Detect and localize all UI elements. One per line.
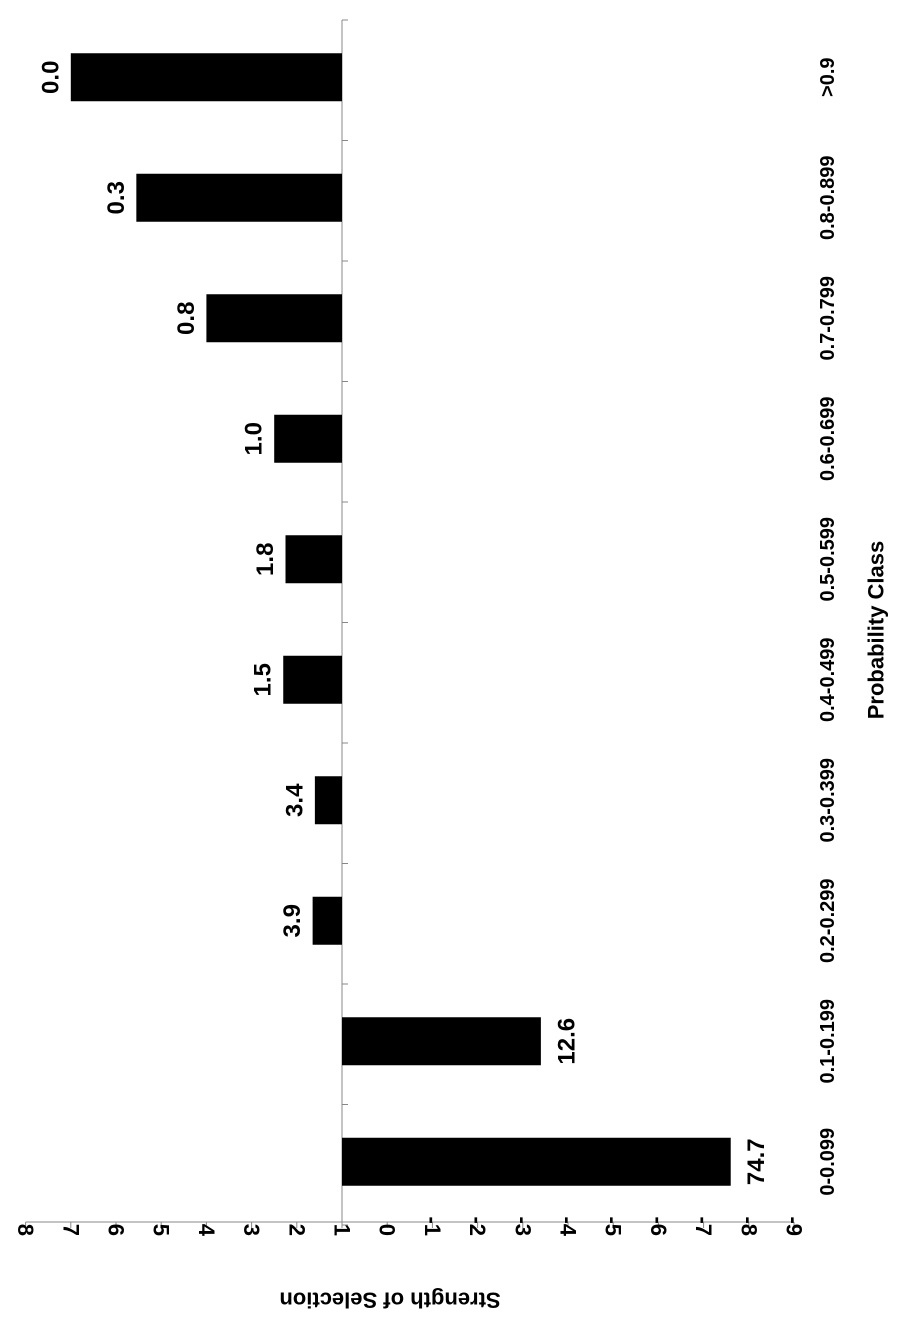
bar [283, 655, 342, 704]
y-axis-title: Strength of Selection [279, 1288, 500, 1313]
value-tick-label: 5 [149, 1224, 174, 1236]
data-label: 0.0 [37, 61, 64, 94]
data-label: 3.4 [281, 783, 308, 817]
data-label: 74.7 [743, 1138, 770, 1185]
bar [274, 414, 342, 463]
data-label: 1.8 [252, 543, 279, 576]
category-label: >0.9 [817, 58, 839, 97]
bar [285, 535, 342, 584]
value-tick-label: -2 [465, 1216, 490, 1236]
value-tick-label: -6 [646, 1216, 671, 1236]
category-label: 0.3-0.399 [817, 758, 839, 843]
bar [342, 1017, 541, 1066]
data-label: 12.6 [553, 1018, 580, 1065]
category-label: 0.6-0.699 [817, 396, 839, 481]
value-tick-label: -5 [601, 1216, 626, 1236]
category-label: 0.2-0.299 [817, 878, 839, 963]
value-tick-label: -4 [556, 1216, 581, 1236]
bars [70, 53, 731, 1186]
data-label: 1.0 [241, 422, 268, 455]
bar [314, 776, 342, 825]
value-tick-label: -1 [420, 1216, 445, 1236]
bar [312, 896, 342, 945]
data-label: 0.3 [103, 181, 130, 214]
category-axis: 0-0.099 0.1-0.199 0.2-0.299 0.3-0.399 0.4-0.… [341, 19, 839, 1226]
category-label: 0-0.099 [817, 1128, 839, 1196]
category-label: 0.1-0.199 [817, 999, 839, 1084]
value-tick-label: 2 [284, 1224, 309, 1236]
data-label: 3.9 [279, 904, 306, 937]
data-label: 0.8 [173, 302, 200, 335]
category-label: 0.4-0.499 [817, 637, 839, 722]
value-tick-label: -7 [691, 1216, 716, 1236]
value-axis: 8 7 6 5 4 3 2 1 0 -1 -2 -3 -4 -5 -6 -7 -8 -9 [13, 1216, 806, 1236]
bar [70, 53, 343, 102]
x-axis-title: Probability Class [864, 541, 889, 720]
value-tick-label: 3 [239, 1224, 264, 1236]
bar [342, 1137, 731, 1186]
value-tick-label: 6 [104, 1224, 129, 1236]
data-label: 1.5 [250, 663, 277, 696]
value-tick-label: -3 [510, 1216, 535, 1236]
bar [206, 294, 342, 343]
bar [136, 173, 342, 222]
value-tick-label: -8 [736, 1216, 761, 1236]
value-tick-label: 1 [330, 1224, 355, 1236]
value-tick-label: 4 [194, 1224, 219, 1237]
value-tick-label: 0 [375, 1224, 400, 1236]
value-tick-label: 8 [13, 1224, 38, 1236]
category-label: 0.8-0.899 [817, 155, 839, 240]
value-tick-label: 7 [58, 1224, 83, 1236]
data-labels: 74.7 12.6 3.9 3.4 1.5 1.8 1.0 0.8 0.3 0.0 [37, 61, 770, 1186]
category-label: 0.5-0.599 [817, 517, 839, 602]
category-label: 0.7-0.799 [817, 276, 839, 361]
value-tick-label: -9 [782, 1216, 807, 1236]
